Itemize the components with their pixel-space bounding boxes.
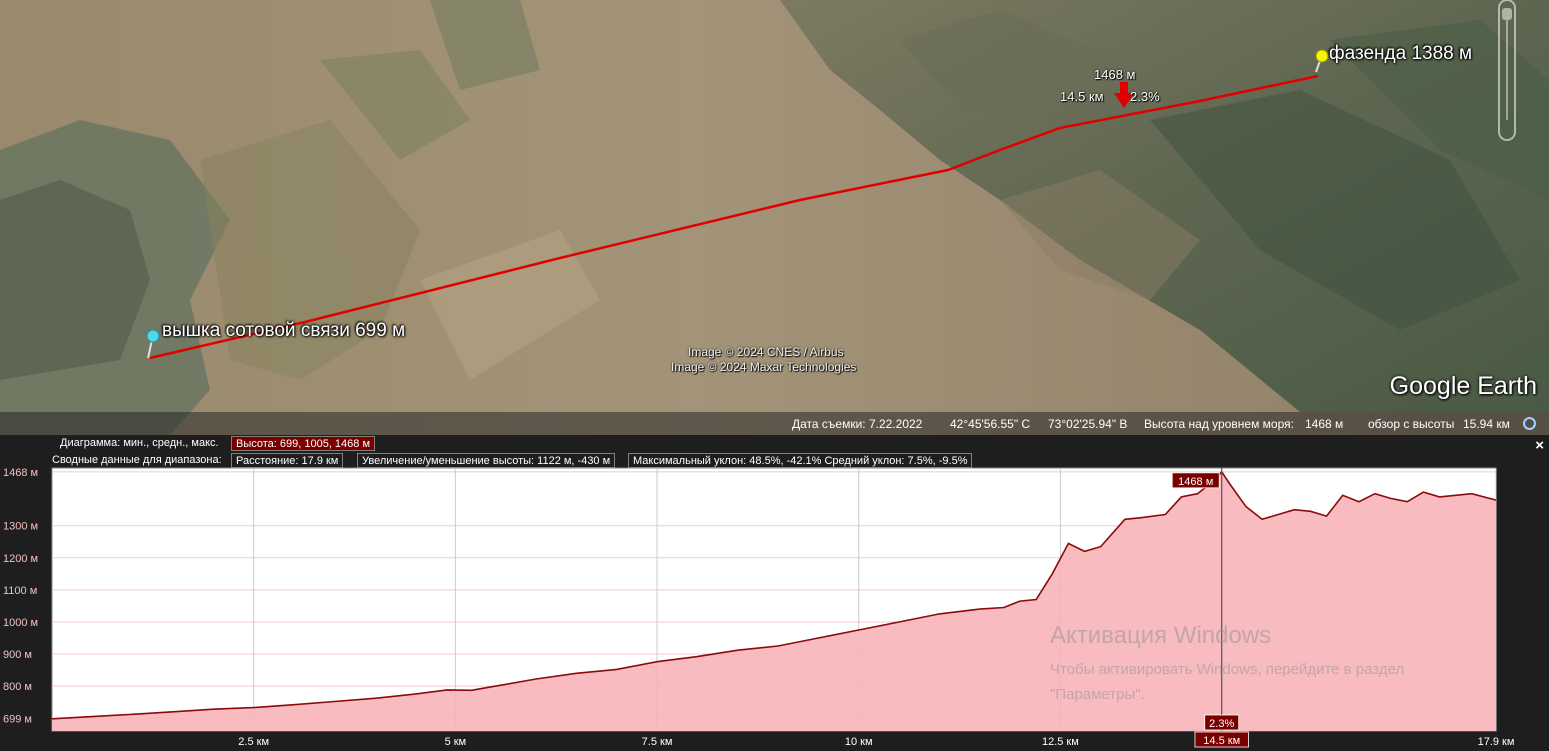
x-tick-label: 17.9 км (1478, 736, 1515, 748)
activation-watermark-title: Активация Windows (1050, 622, 1272, 649)
cursor-distance: 14.5 км (1060, 89, 1104, 104)
start-pin-icon[interactable] (146, 329, 160, 359)
cursor-slope-tag-box (1204, 714, 1240, 731)
y-tick-label: 1200 м (3, 553, 38, 565)
close-profile-button[interactable]: × (1535, 437, 1544, 454)
end-pin-label[interactable]: фазенда 1388 м (1329, 43, 1473, 64)
image-credit: Image © 2024 Maxar Technologies (671, 360, 857, 374)
y-tick-label: 800 м (3, 681, 32, 693)
y-tick-label: 1468 м (3, 467, 38, 479)
y-tick-label: 1300 м (3, 521, 38, 533)
altitude-label: Высота над уровнем моря: (1144, 417, 1294, 431)
google-earth-logo: Google Earth (1389, 372, 1537, 400)
eye-altitude-value: 15.94 км (1463, 417, 1510, 431)
cursor-slope-tag: 2.3% (1209, 718, 1234, 730)
elevation-profile-panel[interactable]: Диаграмма: мин., средн., макс. Высота: 6… (0, 435, 1549, 751)
y-tick-label: 1100 м (3, 585, 37, 597)
status-bar: Дата съемки: 7.22.2022 42°45'56.55" С 73… (0, 412, 1549, 435)
zoom-slider-icon[interactable] (1498, 0, 1516, 141)
image-credit: Image © 2024 CNES / Airbus (688, 345, 844, 359)
cursor-slope: 2.3% (1130, 89, 1160, 104)
x-tick-label: 5 км (445, 736, 467, 748)
eye-altitude-label: обзор с высоты (1368, 417, 1455, 431)
x-tick-label: 12.5 км (1042, 736, 1079, 748)
x-tick-label: 7.5 км (642, 736, 673, 748)
capture-date: Дата съемки: 7.22.2022 (792, 417, 923, 431)
elevation-chart[interactable]: 699 м 800 м 900 м 1000 м 1100 м 1200 м 1300 м 1… (0, 465, 1549, 751)
elevation-area (52, 471, 1496, 731)
y-tick-label: 699 м (3, 713, 32, 725)
cursor-elevation-tag: 1468 м (1178, 476, 1213, 488)
latitude: 42°45'56.55" С (950, 417, 1031, 431)
y-tick-label: 900 м (3, 649, 32, 661)
x-tick-label: 10 км (845, 736, 873, 748)
cursor-arrow-icon (1114, 82, 1134, 108)
range-summary-label: Сводные данные для диапазона: (52, 454, 222, 466)
x-tick-label: 2.5 км (238, 736, 269, 748)
chart-stats-label: Диаграмма: мин., средн., макс. (60, 437, 219, 449)
map-view[interactable]: вышка сотовой связи 699 м фазенда 1388 м… (0, 0, 1549, 435)
cursor-distance-tag-box (1194, 731, 1249, 748)
chart-stats-value: Высота: 699, 1005, 1468 м (231, 436, 376, 451)
start-pin-label[interactable]: вышка сотовой связи 699 м (162, 320, 406, 341)
cursor-elevation-tag-box (1171, 472, 1220, 489)
activation-watermark-text: Чтобы активировать Windows, перейдите в … (1050, 661, 1405, 703)
route-line (149, 74, 1319, 360)
loading-spinner-icon (1523, 417, 1536, 430)
y-tick-label: 1000 м (3, 617, 38, 629)
longitude: 73°02'25.94" В (1048, 417, 1128, 431)
end-pin-icon[interactable] (1315, 49, 1329, 73)
satellite-terrain (0, 0, 1549, 435)
elevation-line (51, 470, 1497, 720)
cursor-elevation: 1468 м (1094, 67, 1136, 82)
cursor-distance-tag: 14.5 км (1203, 735, 1240, 747)
altitude-value: 1468 м (1305, 417, 1344, 431)
